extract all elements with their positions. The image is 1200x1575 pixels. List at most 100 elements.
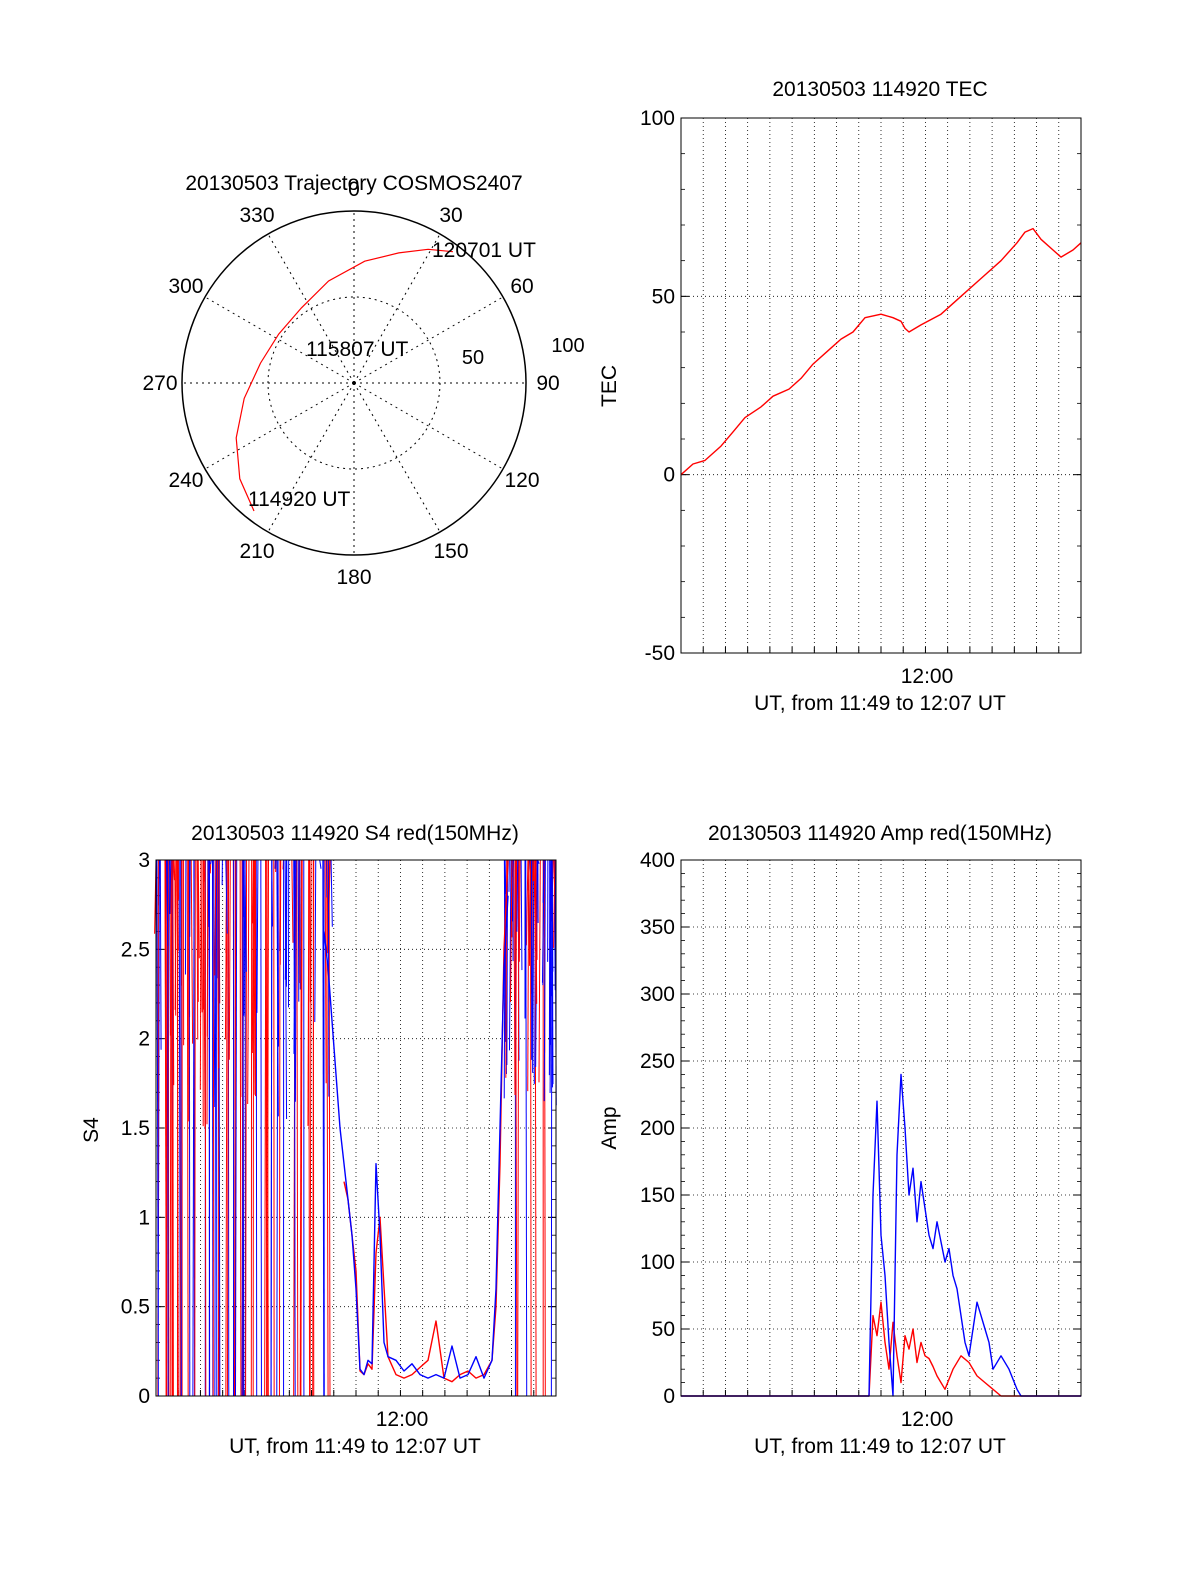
s4-noise-blue (156, 859, 159, 1397)
s4-noise-blue (260, 859, 262, 1397)
s4-noise-red (197, 859, 200, 959)
s4-noise-red (190, 859, 194, 1044)
s4-series (323, 859, 509, 1383)
polar-azimuth-label: 300 (168, 275, 203, 298)
polar-grid (182, 211, 526, 555)
s4-noise-blue (243, 859, 246, 1016)
s4-noise-blue (294, 859, 297, 1102)
polar-radial-label-50: 50 (462, 347, 484, 369)
amp-axes-box (680, 859, 1082, 1397)
polar-azimuth-label: 270 (142, 372, 177, 395)
amp-series-line-red (681, 1301, 1081, 1397)
s4-ytick-label: 1.5 (121, 1117, 150, 1140)
s4-noise-red (204, 859, 207, 1397)
s4-noise-blue (516, 859, 519, 932)
polar-spoke (204, 382, 355, 470)
s4-noise-red (534, 859, 537, 1397)
polar-azimuth-label: 150 (433, 540, 468, 563)
tec-ytick-label: 100 (640, 107, 675, 130)
s4-noise-red (252, 859, 255, 924)
polar-mid-label: 115807 UT (306, 338, 409, 361)
s4-noise-blue (192, 859, 195, 1397)
s4-noise-red (239, 859, 242, 1397)
s4-noise-red (186, 859, 189, 1397)
tec-ylabel: TEC (598, 365, 621, 407)
s4-noise-red (226, 859, 230, 1397)
amp-ytick-label: 400 (640, 849, 675, 872)
s4-axes-box (155, 859, 557, 1397)
s4-noise-red (234, 859, 237, 1111)
polar-spoke (353, 382, 441, 533)
polar-spoke (353, 233, 441, 384)
amp-y-tick-labels: 0 50 100 150 200 250 300 350 400 (640, 849, 675, 1408)
s4-noise-red (514, 859, 518, 1397)
s4-noise-red (169, 859, 172, 1036)
amp-panel: 20130503 114920 Amp red(150MHz) 0 50 100 15… (598, 822, 1082, 1458)
s4-noise-blue (234, 859, 238, 1397)
s4-noise-red (296, 859, 299, 1397)
polar-azimuth-label: 60 (510, 275, 533, 298)
tec-ytick-label: 50 (652, 285, 675, 308)
amp-ylabel: Amp (598, 1106, 621, 1149)
s4-noise-blue (314, 859, 317, 1023)
amp-ytick-label: 200 (640, 1117, 675, 1140)
s4-noise-blue (525, 859, 528, 1397)
polar-spoke (353, 296, 504, 384)
amp-ytick-label: 100 (640, 1251, 675, 1274)
s4-noise-red (278, 859, 281, 1397)
s4-noise-blue (543, 859, 546, 1102)
polar-panel: 20130503 Trajectory COSMOS2407 0 30 60 90 12… (142, 172, 584, 589)
polar-azimuth-label: 180 (336, 566, 371, 589)
amp-series (681, 1073, 1081, 1397)
s4-noise-red (525, 859, 529, 946)
s4-noise-red (199, 859, 202, 1090)
s4-noise-red (309, 859, 311, 1003)
s4-noise-red (203, 859, 206, 882)
s4-noise-blue (508, 859, 512, 1051)
s4-noise-blue (213, 859, 216, 1107)
s4-noise-red (247, 859, 250, 1105)
s4-ylabel: S4 (80, 1117, 103, 1143)
s4-noise-red (553, 859, 556, 948)
amp-series-line-blue (681, 1073, 1081, 1397)
s4-noise-red (300, 859, 303, 1397)
tec-y-tick-labels: -50 0 50 100 (640, 107, 675, 665)
s4-noise-red (217, 859, 220, 1069)
s4-noise-red (528, 859, 531, 966)
tec-xtick-label: 12:00 (901, 665, 954, 688)
tec-ytick-label: 0 (663, 464, 675, 487)
tec-axes-box (680, 117, 1082, 654)
s4-noise-blue (322, 859, 325, 1397)
s4-noise-blue (532, 859, 535, 1084)
tec-grid (681, 118, 1081, 653)
s4-noise-blue (549, 859, 552, 997)
polar-spoke (204, 296, 355, 384)
tec-xlabel: UT, from 11:49 to 12:07 UT (754, 692, 1006, 715)
s4-series-line-red (343, 859, 509, 1383)
s4-noise-red (517, 859, 520, 1397)
amp-ytick-label: 50 (652, 1318, 675, 1341)
amp-grid (681, 860, 1081, 1396)
polar-spoke (353, 382, 504, 470)
s4-noise-red (214, 859, 217, 976)
amp-ytick-label: 350 (640, 916, 675, 939)
polar-spoke (267, 233, 355, 384)
s4-noise-red (530, 859, 532, 1397)
amp-ytick-label: 150 (640, 1184, 675, 1207)
s4-noise-red (535, 859, 538, 1004)
s4-noise-red (309, 859, 312, 1397)
s4-xlabel: UT, from 11:49 to 12:07 UT (229, 1435, 481, 1458)
s4-noise-red (299, 859, 302, 1397)
polar-title: 20130503 Trajectory COSMOS2407 (185, 172, 522, 195)
polar-inner-ring (267, 296, 441, 470)
polar-start-label: 114920 UT (248, 488, 351, 511)
polar-azimuth-label: 120 (504, 469, 539, 492)
s4-noise-blue (225, 859, 228, 934)
s4-noise-blue (299, 859, 301, 990)
tec-ytick-label: -50 (645, 642, 675, 665)
polar-end-label: 120701 UT (432, 239, 536, 262)
polar-azimuth-label: 330 (239, 204, 274, 227)
s4-noise-red (518, 859, 521, 962)
